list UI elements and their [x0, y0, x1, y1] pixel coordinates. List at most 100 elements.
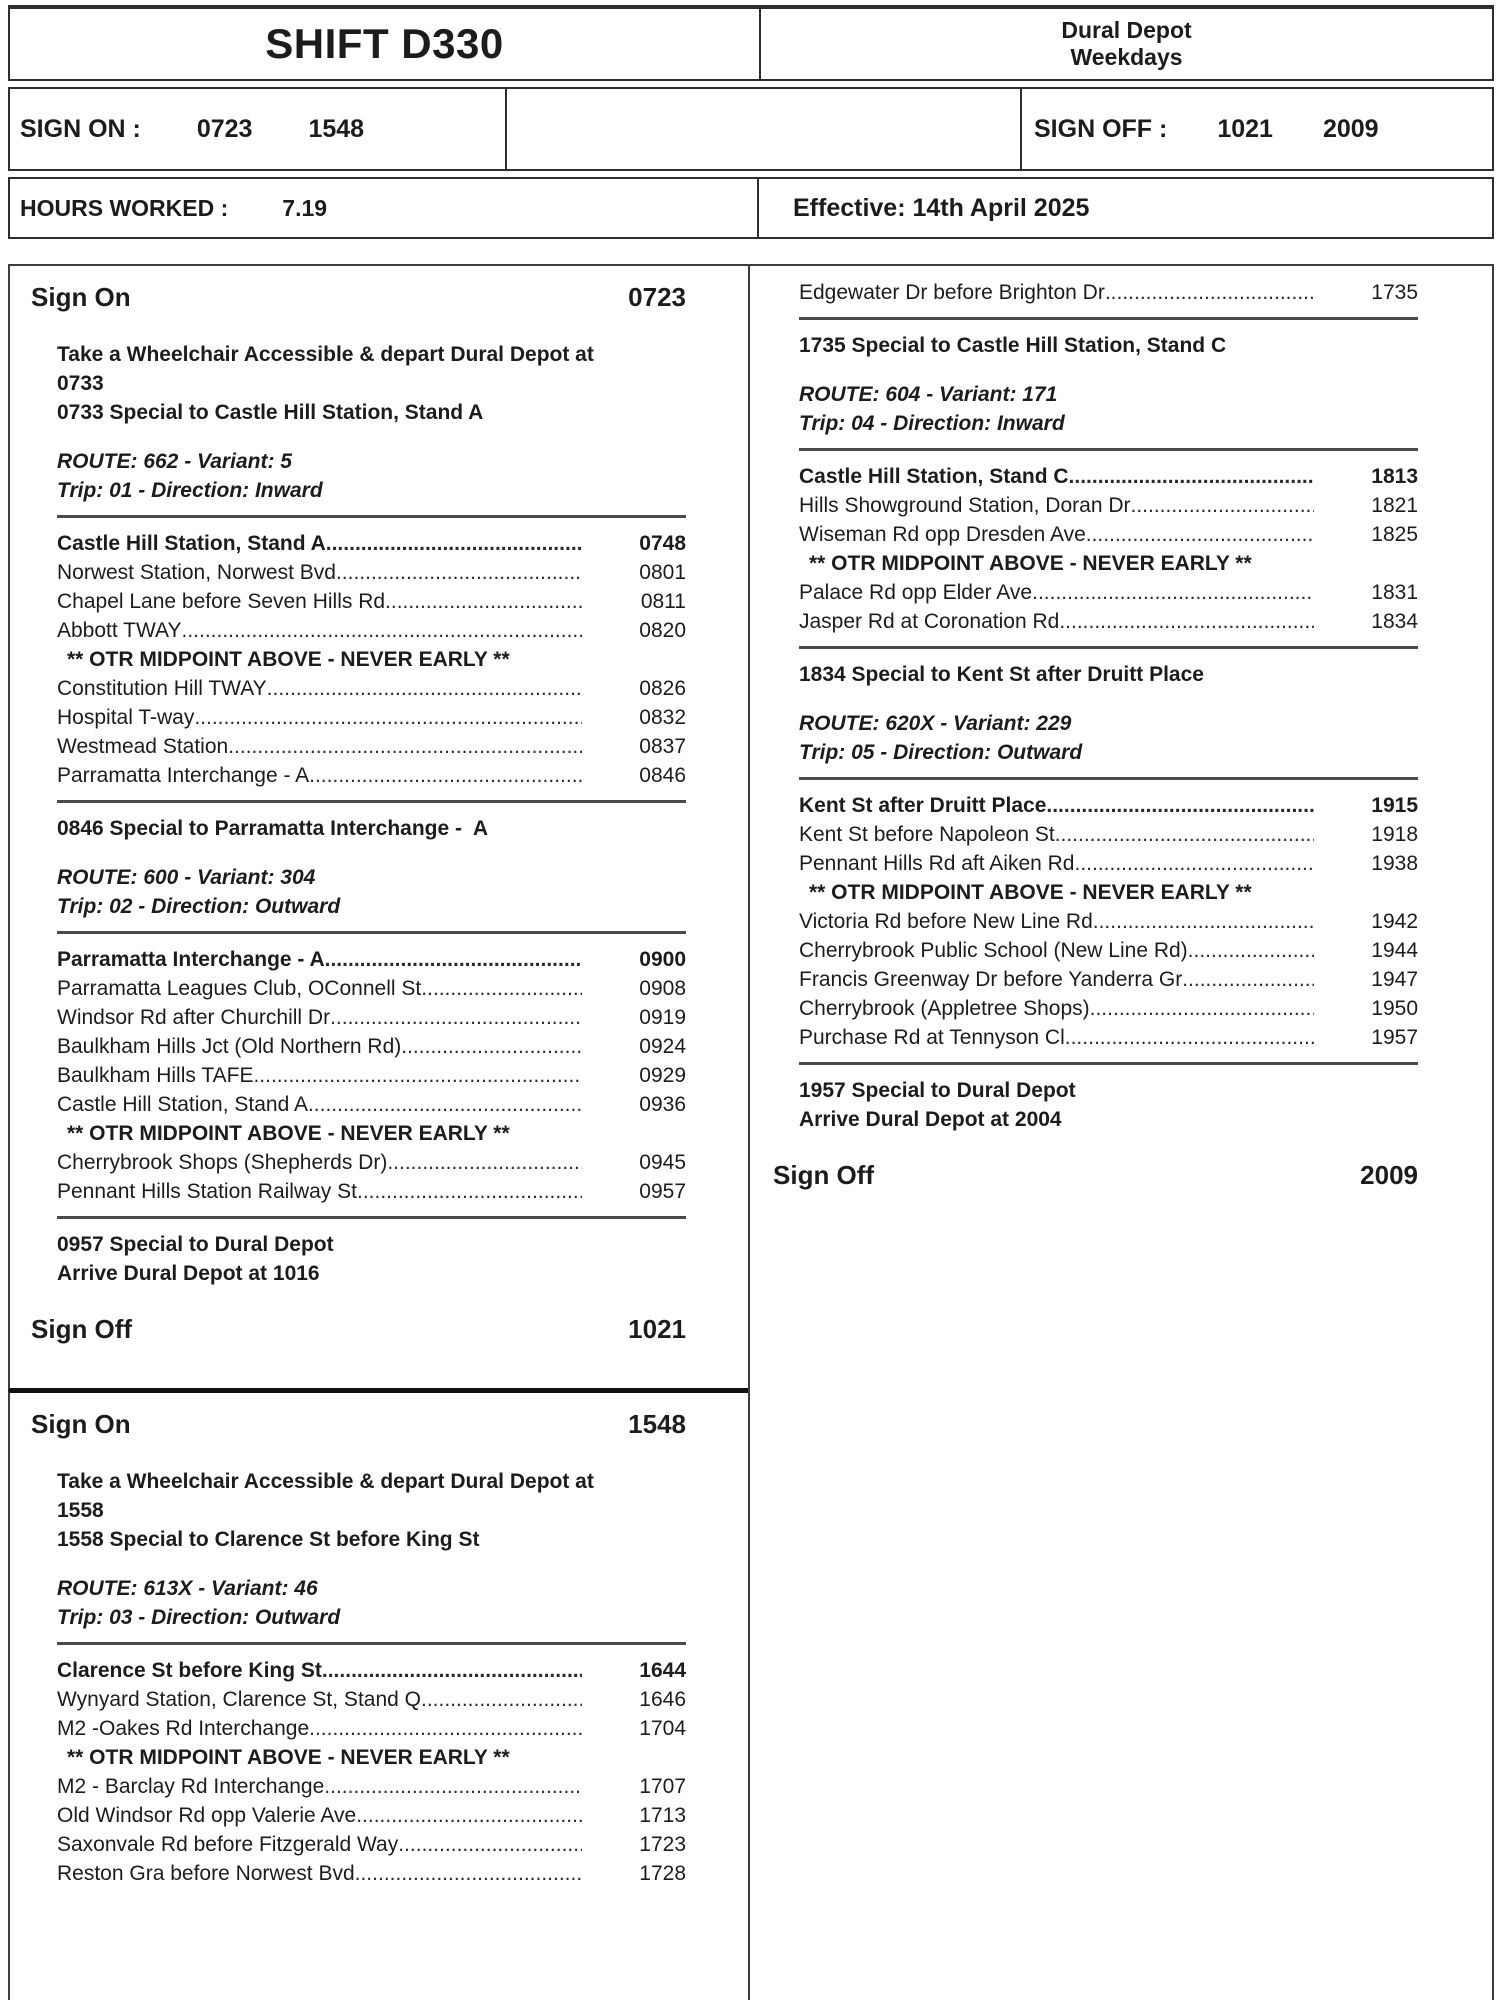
- stop-row: Clarence St before King St 1644: [57, 1656, 686, 1685]
- blank-line: [799, 689, 1418, 709]
- route-info: Trip: 03 - Direction: Outward: [57, 1606, 341, 1629]
- leader-dots: [194, 703, 582, 732]
- stop-name: Hospital T-way: [57, 706, 195, 729]
- route-info: ROUTE: 620X - Variant: 229: [799, 712, 1072, 735]
- stop-name: Kent St after Druitt Place: [799, 794, 1047, 817]
- stop-time: 1825: [1371, 523, 1418, 546]
- depot-cell: Dural Depot Weekdays: [761, 9, 1492, 79]
- stop-time: 1950: [1371, 997, 1418, 1020]
- stop-row: Kent St before Napoleon St 1918: [799, 820, 1418, 849]
- stop-name: Jasper Rd at Coronation Rd: [799, 610, 1060, 633]
- leader-dots: [357, 1177, 582, 1206]
- stop-time: 1707: [639, 1775, 686, 1798]
- leader-dots: [325, 945, 582, 974]
- stop-time: 0936: [639, 1093, 686, 1116]
- leader-dots: [309, 761, 582, 790]
- leader-dots: [1032, 578, 1314, 607]
- stop-row: Hospital T-way 0832: [57, 703, 686, 732]
- effective-date-cell: Effective: 14th April 2025: [759, 179, 1492, 237]
- route-info: Trip: 02 - Direction: Outward: [57, 895, 341, 918]
- stop-row: Chapel Lane before Seven Hills Rd 0811: [57, 587, 686, 616]
- leader-dots: [322, 1656, 582, 1685]
- stop-row: Westmead Station 0837: [57, 732, 686, 761]
- route-info: ROUTE: 604 - Variant: 171: [799, 383, 1058, 406]
- stop-name: Kent St before Napoleon St: [799, 823, 1055, 846]
- section-rule: [57, 1216, 686, 1219]
- stop-row: Norwest Station, Norwest Bvd 0801: [57, 558, 686, 587]
- stop-time: 1918: [1371, 823, 1418, 846]
- leader-dots: [421, 1685, 582, 1714]
- trip-note: 1558 Special to Clarence St before King …: [57, 1528, 480, 1551]
- stop-row: Baulkham Hills Jct (Old Northern Rd) 092…: [57, 1032, 686, 1061]
- hours-worked-value: 7.19: [282, 194, 328, 221]
- leader-dots: [385, 587, 582, 616]
- duty-heading: Sign On 1548: [31, 1407, 686, 1441]
- stop-name: Old Windsor Rd opp Valerie Ave: [57, 1804, 357, 1827]
- leader-dots: [1182, 965, 1314, 994]
- stop-time: 1831: [1371, 581, 1418, 604]
- midpoint-warning: ** OTR MIDPOINT ABOVE - NEVER EARLY **: [67, 1746, 510, 1769]
- stop-time: 1944: [1371, 939, 1418, 962]
- section-rule: [799, 448, 1418, 451]
- stop-time: 1735: [1371, 281, 1418, 304]
- stop-time: 1723: [639, 1833, 686, 1856]
- stop-time: 0957: [639, 1180, 686, 1203]
- trip-note: 1957 Special to Dural Depot: [799, 1079, 1076, 1102]
- leader-dots: [253, 1061, 582, 1090]
- stop-row: Hills Showground Station, Doran Dr 1821: [799, 491, 1418, 520]
- duty-heading-label: Sign Off: [31, 1314, 133, 1344]
- duty-heading: Sign Off 2009: [773, 1158, 1418, 1192]
- stop-name: Cherrybrook (Appletree Shops): [799, 997, 1090, 1020]
- duty-block-2-content: Sign On 1548 Take a Wheelchair Accessibl…: [10, 1393, 748, 1888]
- sign-on-label: SIGN ON :: [20, 114, 141, 143]
- leader-dots: [1105, 278, 1314, 307]
- stop-row: Victoria Rd before New Line Rd 1942: [799, 907, 1418, 936]
- stop-name: Westmead Station: [57, 735, 229, 758]
- stop-time: 1704: [639, 1717, 686, 1740]
- stop-row: Abbott TWAY 0820: [57, 616, 686, 645]
- stop-row: Reston Gra before Norwest Bvd 1728: [57, 1859, 686, 1888]
- stop-time: 0924: [639, 1035, 686, 1058]
- leader-dots: [1188, 936, 1314, 965]
- duty-heading-label: Sign On: [31, 282, 131, 312]
- leader-dots: [1059, 607, 1314, 636]
- leader-dots: [1086, 520, 1314, 549]
- stop-name: Castle Hill Station, Stand A: [57, 532, 326, 555]
- section-rule: [799, 646, 1418, 649]
- trip-note: Take a Wheelchair Accessible & depart Du…: [57, 1470, 594, 1522]
- stop-name: Windsor Rd after Churchill Dr: [57, 1006, 331, 1029]
- header-title-row: SHIFT D330 Dural Depot Weekdays: [8, 5, 1494, 81]
- depot-name: Dural Depot: [1061, 17, 1192, 43]
- blank-line: [799, 360, 1418, 380]
- stop-row: Cherrybrook (Appletree Shops) 1950: [799, 994, 1418, 1023]
- right-column-content: Edgewater Dr before Brighton Dr 1735 173…: [750, 266, 1492, 1192]
- hours-worked-cell: HOURS WORKED : 7.19: [10, 179, 759, 237]
- stop-row: Old Windsor Rd opp Valerie Ave 1713: [57, 1801, 686, 1830]
- duty-heading-label: Sign Off: [773, 1160, 875, 1190]
- stop-row: Parramatta Interchange - A 0900: [57, 945, 686, 974]
- route-info: Trip: 01 - Direction: Inward: [57, 479, 323, 502]
- stop-time: 1644: [639, 1659, 686, 1682]
- blank-line: [57, 320, 686, 340]
- stop-row: Wynyard Station, Clarence St, Stand Q 16…: [57, 1685, 686, 1714]
- leader-dots: [1131, 491, 1315, 520]
- duty-heading: Sign On 0723: [31, 280, 686, 314]
- stop-row: Windsor Rd after Churchill Dr 0919: [57, 1003, 686, 1032]
- stop-name: Castle Hill Station, Stand C: [799, 465, 1069, 488]
- stop-time: 1957: [1371, 1026, 1418, 1049]
- leader-dots: [421, 974, 582, 1003]
- section-rule: [57, 1642, 686, 1645]
- stop-name: Victoria Rd before New Line Rd: [799, 910, 1093, 933]
- right-column: Edgewater Dr before Brighton Dr 1735 173…: [748, 264, 1494, 2000]
- section-rule: [799, 1062, 1418, 1065]
- trip-note: 1735 Special to Castle Hill Station, Sta…: [799, 334, 1227, 357]
- leader-dots: [1074, 849, 1314, 878]
- stop-time: 0945: [639, 1151, 686, 1174]
- effective-date: Effective: 14th April 2025: [793, 193, 1090, 222]
- duty-heading-time: 1548: [628, 1409, 686, 1439]
- stop-row: Pennant Hills Rd aft Aiken Rd 1938: [799, 849, 1418, 878]
- leader-dots: [309, 1714, 582, 1743]
- leader-dots: [267, 674, 582, 703]
- stop-name: Cherrybrook Public School (New Line Rd): [799, 939, 1188, 962]
- stop-name: Cherrybrook Shops (Shepherds Dr): [57, 1151, 388, 1174]
